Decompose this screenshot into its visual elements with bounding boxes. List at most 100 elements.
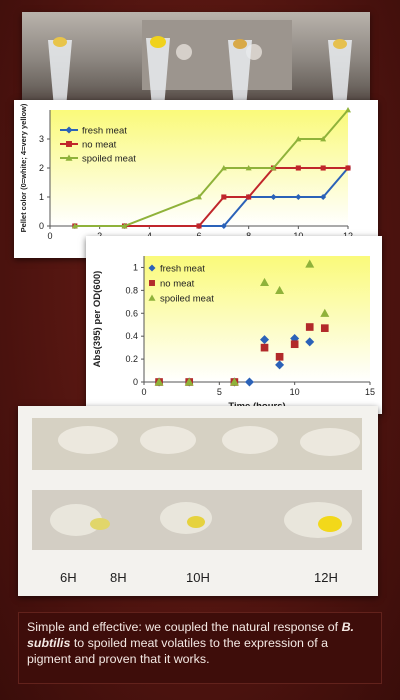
legend-label: spoiled meat [82,154,136,165]
data-point [260,277,270,286]
data-point [154,377,164,386]
tubes-photo-bottom-image: 6H 8H 10H 12H [32,418,362,585]
data-point [260,343,269,352]
tube [222,426,278,454]
tubes-photo-top-image [48,20,352,108]
data-point [196,194,202,200]
y-tick-label: 0.8 [125,285,138,295]
legend-marker [148,264,156,272]
legend-label: fresh meat [82,126,127,137]
y-tick-label: 0 [133,377,138,387]
tubes-photo-top [22,12,370,116]
x-tick-label: 5 [217,387,222,397]
pellet [333,39,347,49]
data-point [345,107,351,113]
data-point [305,259,315,268]
caption-prefix: Simple and effective: we coupled the nat… [27,620,342,634]
data-point [260,335,270,345]
y-tick-label: 1 [133,262,138,272]
data-point [345,165,351,171]
pellet [53,37,67,47]
data-point [184,377,194,386]
data-point [244,377,254,387]
data-point [71,223,78,229]
data-point [305,323,314,331]
data-point [320,194,327,200]
data-point [221,194,227,200]
legend-label: fresh meat [160,264,205,275]
tube [284,502,352,538]
data-point [270,194,277,200]
data-point [275,285,285,294]
pellet [233,39,247,49]
caption-suffix: to spoiled meat volatiles to the express… [27,636,328,666]
tube-label-6h: 6H [60,570,77,585]
legend-label: spoiled meat [160,294,214,305]
data-point [275,352,284,361]
legend-marker [149,280,155,286]
data-point [270,165,277,171]
data-point [320,308,330,317]
y-tick-label: 0.4 [125,331,138,341]
data-point [295,194,302,200]
data-point [220,165,227,171]
tube [228,40,252,108]
tube-label-12h: 12H [314,570,338,585]
data-point [229,377,239,386]
legend-marker [65,126,73,134]
pellet [150,36,166,48]
x-tick-label: 0 [47,231,52,241]
legend-label: no meat [82,140,117,151]
data-point [290,340,299,349]
tubes-photo-bottom: 6H 8H 10H 12H [18,406,378,596]
data-point [245,165,252,171]
y-tick-label: 0 [39,221,44,231]
pellet [318,516,342,532]
data-point [320,324,329,332]
tube-label-10h: 10H [186,570,210,585]
data-point [196,223,202,229]
tube [300,428,360,456]
x-tick-label: 0 [141,387,146,397]
pellet-color-chart: 0246810120123Time (hours)Pellet color (0… [14,100,378,258]
pellet-color-chart-svg: 0246810120123Time (hours)Pellet color (0… [19,103,353,256]
data-point [121,223,128,229]
tube [328,40,352,108]
caption-species: B. subtilis [27,620,354,650]
tube [48,40,72,108]
tube [58,426,118,454]
tube [140,426,196,454]
data-point [246,194,252,200]
data-point [275,360,285,370]
legend-label: no meat [160,279,195,290]
y-tick-label: 0.6 [125,308,138,318]
y-tick-label: 2 [39,163,44,173]
pellet [90,518,110,530]
data-point [295,136,302,142]
legend-marker [66,141,72,147]
data-point [320,136,327,142]
data-point [305,337,315,347]
x-tick-label: 10 [290,387,300,397]
data-point [220,223,227,229]
tube [160,502,212,534]
y-axis-label: Pellet color (0=white; 4=very yellow) [19,103,28,232]
caption-box: Simple and effective: we coupled the nat… [18,612,382,684]
data-point [295,165,301,171]
tube [146,38,170,108]
legend-marker [65,154,73,161]
y-axis-label: Abs(395) per OD(600) [92,271,103,368]
data-point [320,165,326,171]
tube-label-8h: 8H [110,570,127,585]
legend-marker [148,294,156,301]
machine-knob [176,44,192,60]
y-tick-label: 1 [39,192,44,202]
plot-area [144,256,370,382]
y-tick-label: 0.2 [125,354,138,364]
pellet [187,516,205,528]
x-tick-label: 15 [365,387,375,397]
tube [50,504,102,536]
y-tick-label: 3 [39,134,44,144]
